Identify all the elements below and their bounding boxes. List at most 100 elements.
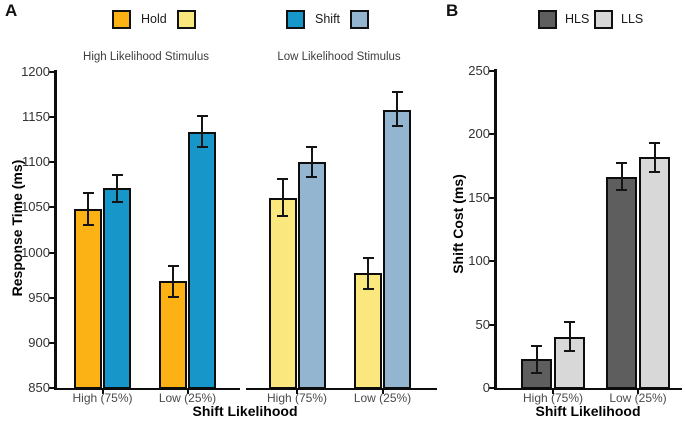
legend-label-hold: Hold — [141, 12, 167, 26]
y-tick — [489, 387, 494, 389]
error-bar-cap-top — [306, 145, 317, 148]
facet-title-low-likelihood-stimulus: Low Likelihood Stimulus — [277, 51, 401, 63]
legend-swatch-hold-1 — [112, 9, 131, 29]
error-bar-cap-top — [564, 320, 575, 323]
y-axis-line — [494, 69, 497, 390]
error-bar-cap-bottom — [196, 145, 208, 148]
error-bar-cap-top — [391, 90, 403, 93]
y-tick — [489, 260, 494, 262]
x-axis-line — [246, 387, 437, 390]
y-tick-label: 1100 — [22, 154, 50, 170]
x-tick — [186, 389, 189, 394]
error-bar-cap-bottom — [306, 175, 317, 178]
error-bar-cap-bottom — [362, 287, 374, 290]
y-tick-label: 150 — [468, 189, 490, 205]
error-bar-line — [116, 174, 118, 202]
bar-hold-high — [74, 209, 102, 389]
error-bar-cap-bottom — [391, 125, 403, 128]
error-bar-cap-top — [531, 345, 542, 348]
y-tick — [49, 341, 54, 344]
error-bar-cap-top — [111, 173, 123, 176]
legend-swatch-shift-1 — [286, 9, 305, 29]
bar-hold-low — [159, 281, 187, 389]
error-bar-cap-top — [277, 178, 288, 181]
error-bar-cap-bottom — [277, 215, 288, 218]
panel-b-y-axis-title: Shift Cost (ms) — [450, 174, 466, 274]
x-axis-line — [494, 387, 682, 390]
error-bar-cap-top — [196, 115, 208, 118]
y-tick-label: 100 — [468, 253, 490, 268]
panel-b-letter: B — [446, 1, 459, 20]
x-tick-label: Low (25%) — [609, 391, 667, 405]
y-tick-label: 50 — [475, 316, 490, 332]
error-bar-cap-top — [649, 141, 660, 144]
error-bar-line — [87, 192, 89, 226]
error-bar-line — [396, 91, 398, 127]
x-tick — [296, 389, 298, 394]
bar-lls-low — [639, 156, 670, 389]
legend-entry-lls: LLS — [594, 9, 643, 29]
x-tick-label: High (75%) — [522, 391, 584, 405]
y-tick — [49, 251, 54, 254]
error-bar-cap-top — [167, 265, 179, 268]
y-tick-label: 1050 — [21, 199, 50, 215]
legend-swatch-hold-2 — [176, 9, 196, 29]
y-tick-label: 250 — [468, 62, 490, 78]
y-tick-label: 900 — [28, 334, 50, 350]
legend-entry-hold: Hold — [112, 9, 196, 29]
error-bar-cap-bottom — [167, 295, 179, 298]
error-bar-line — [367, 257, 369, 289]
error-bar-line — [201, 116, 203, 147]
error-bar-line — [281, 179, 284, 217]
y-tick-label: 950 — [28, 289, 50, 305]
legend-entry-shift: Shift — [286, 9, 370, 29]
legend-label-lls: LLS — [621, 12, 644, 26]
legend-entry-hls: HLS — [538, 9, 589, 29]
bar-hold-high — [268, 198, 297, 389]
legend-label-shift: Shift — [315, 12, 341, 26]
y-tick — [49, 206, 54, 209]
error-bar-line — [535, 346, 538, 373]
y-tick — [49, 116, 54, 119]
bar-hold-low — [354, 273, 382, 389]
x-tick — [637, 389, 639, 394]
x-tick-label: Low (25%) — [158, 391, 217, 405]
bar-shift-high — [103, 188, 131, 389]
error-bar-cap-top — [362, 256, 374, 259]
x-tick-label: High (75%) — [72, 391, 133, 405]
y-tick — [49, 71, 54, 73]
error-bar-line — [568, 321, 571, 352]
error-bar-cap-bottom — [531, 371, 542, 374]
error-bar-line — [653, 142, 656, 173]
y-tick-label: 200 — [468, 126, 490, 141]
error-bar-cap-bottom — [82, 224, 94, 227]
error-bar-line — [620, 163, 623, 190]
y-tick — [489, 133, 494, 135]
y-tick-label: 1000 — [21, 244, 50, 260]
y-tick — [49, 387, 54, 389]
y-tick — [489, 196, 494, 199]
error-bar-cap-top — [616, 162, 627, 165]
y-tick-label: 850 — [28, 380, 50, 395]
error-bar-line — [310, 146, 313, 177]
error-bar-line — [172, 266, 174, 297]
x-tick — [552, 389, 554, 394]
x-tick-label: High (75%) — [266, 391, 328, 405]
x-tick — [101, 389, 104, 394]
error-bar-cap-bottom — [564, 350, 575, 353]
y-axis-line — [54, 70, 57, 390]
legend-swatch-shift-2 — [350, 9, 370, 29]
x-axis-line — [54, 387, 240, 390]
bar-hls-low — [606, 177, 637, 389]
panel-a-letter: A — [5, 1, 18, 20]
legend-label-hls: HLS — [565, 12, 590, 26]
y-tick-label: 1150 — [22, 109, 50, 125]
panel-b-x-axis-title: Shift Likelihood — [535, 403, 641, 419]
error-bar-cap-bottom — [616, 188, 627, 191]
bar-shift-low — [188, 131, 216, 389]
legend-swatch-lls-1 — [594, 9, 613, 29]
bar-shift-high — [297, 162, 326, 389]
y-tick — [489, 323, 494, 326]
y-tick — [49, 296, 54, 299]
